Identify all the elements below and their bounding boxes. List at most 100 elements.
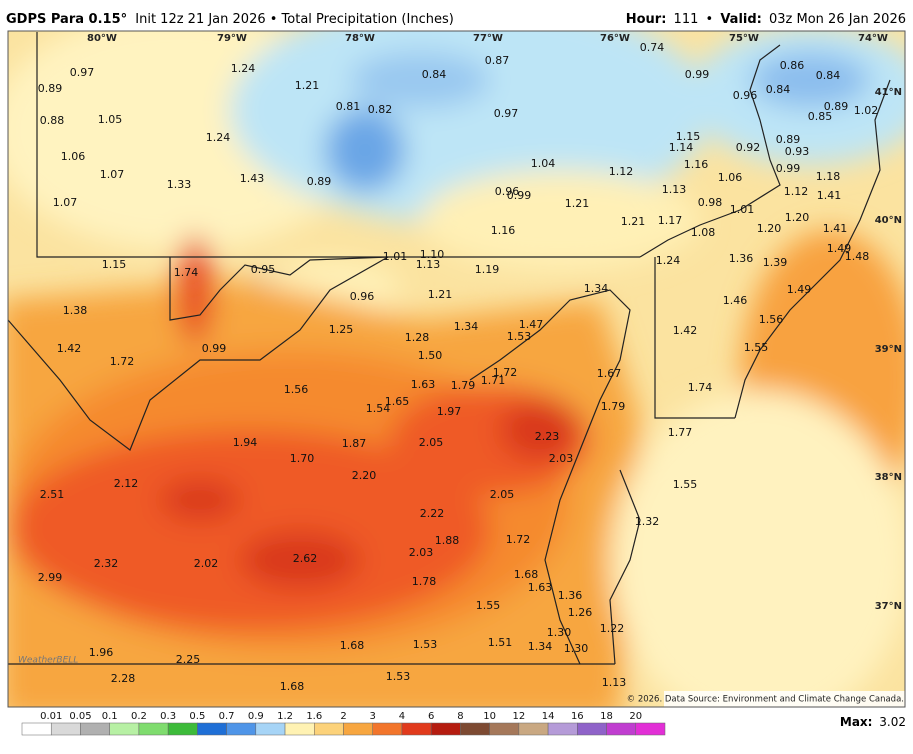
model: GDPS Para 0.15°: [6, 12, 127, 27]
precip-label: 1.22: [600, 622, 625, 635]
precip-label: 1.10: [420, 248, 445, 261]
precip-label: 0.99: [685, 68, 710, 81]
precip-label: 0.99: [202, 342, 227, 355]
precip-label: 2.62: [293, 552, 318, 565]
precip-field: [8, 31, 905, 707]
hour-label: Hour:: [626, 12, 667, 27]
longitude-label: 79°W: [217, 33, 247, 44]
max-label: Max:: [840, 715, 873, 729]
precip-label: 1.55: [476, 599, 501, 612]
precip-label: 0.84: [422, 68, 447, 81]
header-right: Hour: 111 • Valid: 03z Mon 26 Jan 2026: [626, 12, 906, 27]
precip-label: 1.68: [340, 639, 365, 652]
precip-label: 0.81: [336, 100, 361, 113]
colorbar-swatch: [430, 722, 461, 736]
colorbar-swatch: [138, 722, 169, 736]
precip-label: 1.13: [416, 258, 441, 271]
precip-label: 1.36: [729, 252, 754, 265]
colorbar-label: 0.9: [248, 711, 264, 722]
precip-label: 1.54: [366, 402, 391, 415]
precip-label: 1.02: [854, 104, 879, 117]
precip-label: 0.92: [736, 141, 761, 154]
valid-label: Valid:: [720, 12, 762, 27]
credit: © 2026. Data Source: Environment and Cli…: [627, 695, 904, 705]
colorbar-label: 0.1: [102, 711, 118, 722]
colorbar-swatch: [284, 722, 315, 736]
precip-label: 1.24: [231, 62, 256, 75]
precip-label: 1.38: [63, 304, 88, 317]
precip-label: 1.15: [102, 258, 127, 271]
subtitle: Init 12z 21 Jan 2026 • Total Precipitati…: [135, 12, 454, 27]
colorbar-label: 12: [512, 711, 525, 722]
precip-label: 1.79: [601, 400, 626, 413]
precip-label: 2.05: [490, 488, 515, 501]
precip-label: 2.99: [38, 571, 63, 584]
precip-label: 2.12: [114, 477, 139, 490]
longitude-label: 75°W: [729, 33, 759, 44]
precip-label: 1.36: [558, 589, 583, 602]
borders: [8, 32, 891, 665]
precip-label: 2.25: [176, 653, 201, 666]
precip-label: 1.21: [621, 215, 646, 228]
precip-label: 1.01: [730, 203, 755, 216]
precip-label: 1.07: [100, 168, 125, 181]
precip-label: 1.17: [658, 214, 683, 227]
precip-label: 0.95: [251, 263, 276, 276]
colorbar-label: 6: [428, 711, 434, 722]
precip-label: 1.72: [493, 366, 518, 379]
value-labels: 0.97 0.89 1.24 1.21 0.84 0.87 0.74 0.99 0.86 0.84…: [38, 41, 879, 693]
colorbar-swatch: [80, 722, 110, 736]
precip-label: 1.74: [688, 381, 713, 394]
colorbar-swatch: [518, 722, 549, 736]
latitude-label: 39°N: [875, 344, 902, 355]
precip-label: 0.84: [816, 69, 841, 82]
precip-label: 0.89: [307, 175, 332, 188]
precip-label: 1.07: [53, 196, 78, 209]
precip-label: 1.32: [635, 515, 660, 528]
header-left: GDPS Para 0.15° Init 12z 21 Jan 2026 • T…: [6, 12, 454, 27]
precip-label: 1.65: [385, 395, 410, 408]
colorbar-swatch: [197, 722, 227, 736]
hour: 111: [674, 12, 699, 27]
precip-label: 1.55: [673, 478, 698, 491]
precip-label: 2.22: [420, 507, 445, 520]
colorbar-label: 10: [483, 711, 496, 722]
credit-bg: [664, 691, 905, 707]
precip-label: 2.23: [535, 430, 560, 443]
colorbar-swatch: [167, 722, 198, 736]
precip-label: 2.03: [409, 546, 434, 559]
precip-label: 0.97: [70, 66, 95, 79]
precip-label: 1.39: [763, 256, 788, 269]
max-value: 3.02: [879, 715, 906, 729]
precip-label: 0.85: [808, 110, 833, 123]
colorbar-label: 0.01: [40, 711, 62, 722]
precip-label: 1.67: [597, 367, 622, 380]
precip-label: 2.05: [419, 436, 444, 449]
precip-label: 0.82: [368, 103, 393, 116]
colorbar-label: 0.2: [131, 711, 147, 722]
precip-label: 1.55: [744, 341, 769, 354]
precip-label: 0.86: [780, 59, 805, 72]
precip-label: 1.49: [787, 283, 812, 296]
colorbar-swatch: [489, 722, 520, 736]
precip-label: 1.42: [673, 324, 698, 337]
precip-label: 1.94: [233, 436, 258, 449]
precip-label: 1.26: [568, 606, 593, 619]
precip-label: 1.20: [757, 222, 782, 235]
max: Max: 3.02: [840, 715, 906, 729]
colorbar-swatch: [226, 722, 257, 736]
precip-label: 1.68: [280, 680, 305, 693]
latitude-label: 40°N: [875, 215, 902, 226]
precip-label: 0.84: [766, 83, 791, 96]
map-frame: [7, 30, 906, 708]
precip-label: 1.28: [405, 331, 430, 344]
precip-label: 0.96: [495, 185, 520, 198]
colorbar-swatch: [314, 722, 344, 736]
precip-label: 1.16: [684, 158, 709, 171]
precip-label: 1.12: [784, 185, 809, 198]
precip-label: 1.53: [413, 638, 438, 651]
precip-label: 1.74: [174, 266, 199, 279]
colorbar-label: 0.05: [69, 711, 91, 722]
colorbar-label: 1.6: [306, 711, 322, 722]
precip-label: 2.32: [94, 557, 119, 570]
